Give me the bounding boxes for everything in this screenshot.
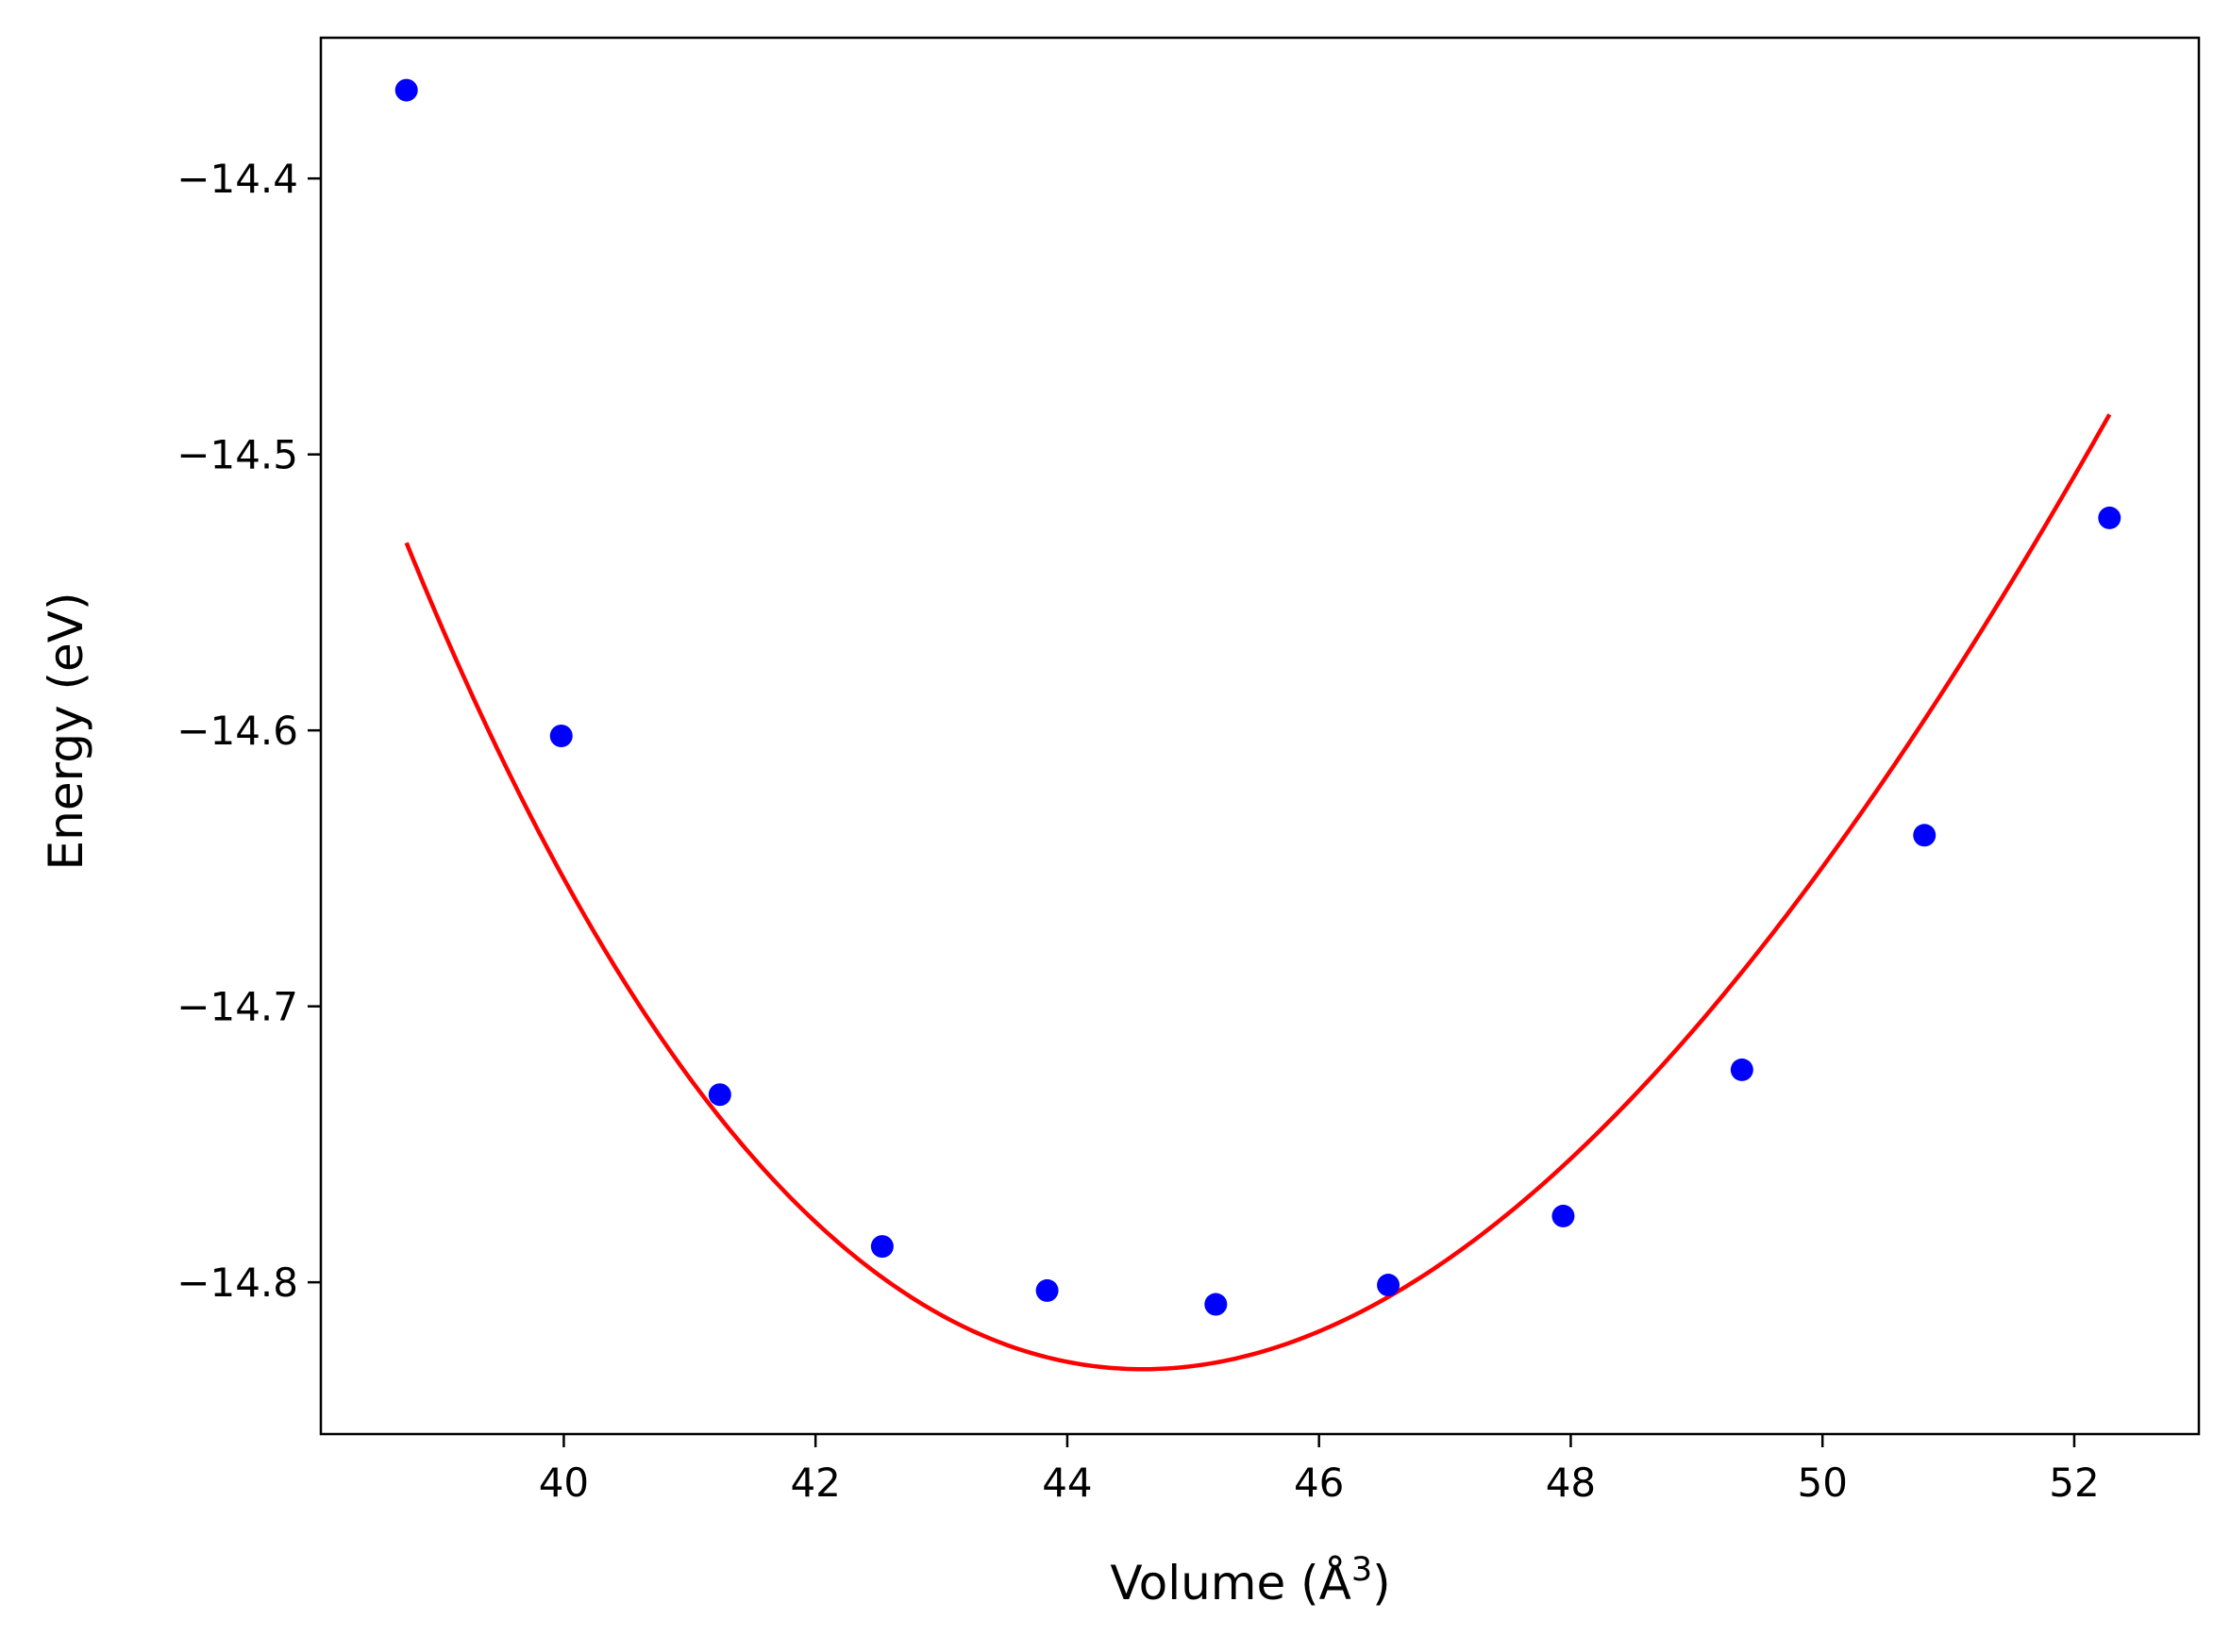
y-tick-label: −14.4 bbox=[176, 156, 298, 202]
data-point bbox=[394, 78, 418, 102]
data-point bbox=[1035, 1278, 1059, 1302]
data-point bbox=[2098, 506, 2121, 529]
chart-marks bbox=[394, 78, 2121, 1372]
y-axis-label: Energy (eV) bbox=[39, 592, 93, 871]
x-axis: 40 42 44 46 48 50 52 bbox=[539, 1434, 2100, 1506]
data-point bbox=[1913, 824, 1937, 847]
axes-frame bbox=[319, 36, 2201, 1436]
x-axis-label-close: ) bbox=[1372, 1556, 1391, 1610]
x-axis-label-superscript: 3 bbox=[1351, 1551, 1372, 1589]
fit-curve bbox=[404, 413, 2112, 1372]
x-tick-label: 52 bbox=[2049, 1460, 2099, 1506]
data-point bbox=[1377, 1274, 1400, 1297]
data-point bbox=[708, 1083, 731, 1107]
y-tick-label: −14.5 bbox=[176, 432, 298, 478]
y-axis: −14.4 −14.5 −14.6 −14.7 −14.8 bbox=[176, 156, 321, 1306]
data-point bbox=[1551, 1204, 1575, 1227]
y-tick-label: −14.6 bbox=[176, 708, 298, 754]
x-tick-label: 40 bbox=[539, 1460, 589, 1506]
x-tick-label: 42 bbox=[790, 1460, 840, 1506]
data-point bbox=[1730, 1058, 1753, 1081]
y-tick-label: −14.8 bbox=[176, 1260, 298, 1306]
x-tick-label: 46 bbox=[1294, 1460, 1344, 1506]
data-point bbox=[870, 1235, 894, 1259]
x-tick-label: 50 bbox=[1797, 1460, 1847, 1506]
x-axis-label-main: Volume (Å bbox=[1110, 1556, 1351, 1610]
y-tick-label: −14.7 bbox=[176, 984, 298, 1030]
x-tick-label: 48 bbox=[1546, 1460, 1596, 1506]
x-tick-label: 44 bbox=[1042, 1460, 1092, 1506]
data-point bbox=[1204, 1293, 1228, 1316]
data-point bbox=[549, 725, 573, 747]
x-axis-label: Volume (Å3) bbox=[1110, 1551, 1390, 1610]
